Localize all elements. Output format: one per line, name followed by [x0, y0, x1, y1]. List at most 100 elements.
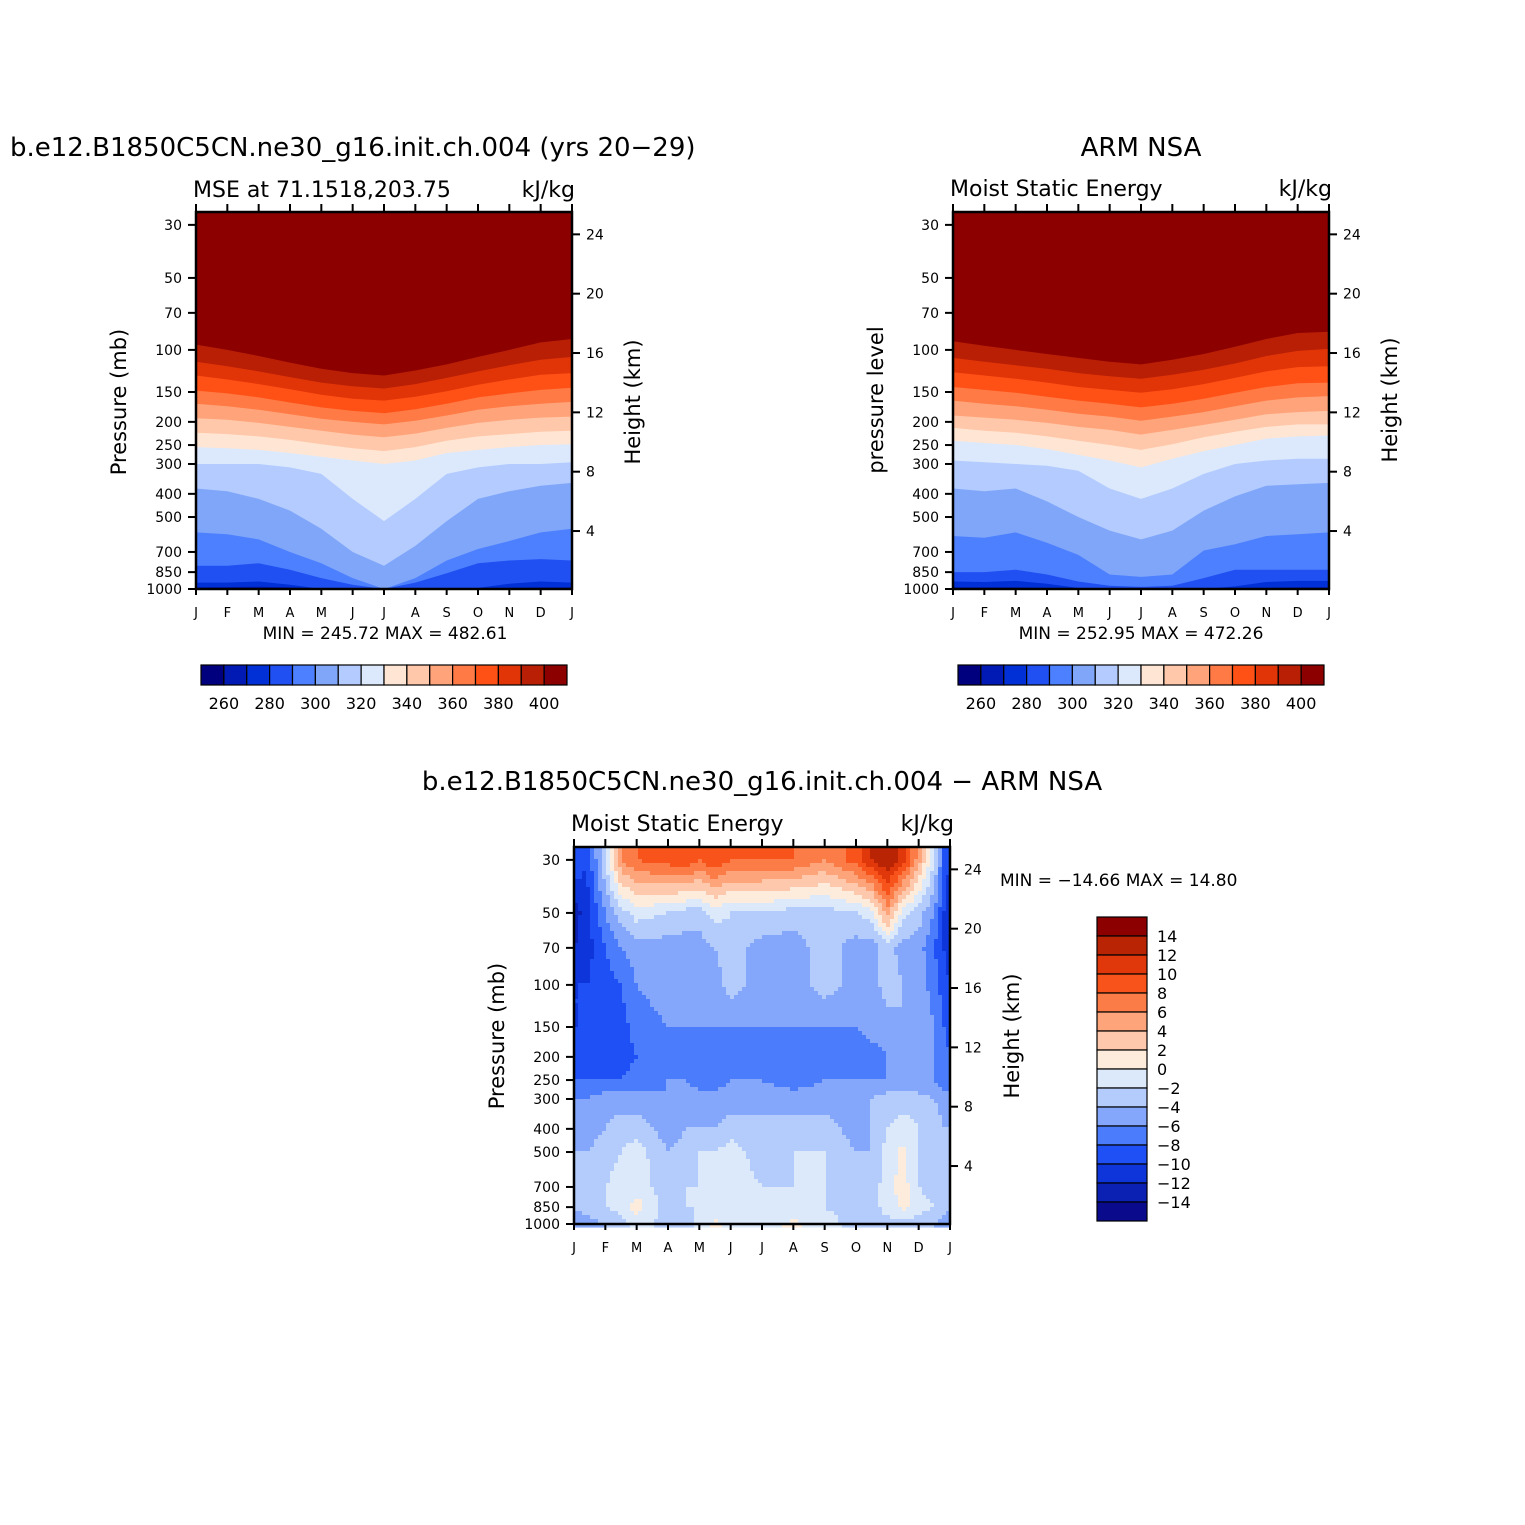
contour-cell [870, 1107, 939, 1112]
contour-cell [870, 1147, 883, 1152]
contour-cell [598, 879, 607, 884]
contour-cell [638, 983, 723, 988]
colorbar-box [246, 664, 271, 686]
contour-cell [622, 983, 639, 988]
contour-cell [926, 979, 939, 984]
contour-cell [794, 1175, 827, 1180]
colorbar-box [1163, 664, 1188, 686]
contour-cell [898, 963, 927, 968]
contour-cell [802, 935, 855, 940]
contour-cell [930, 847, 935, 852]
contour-cell [606, 879, 611, 884]
contour-cell [934, 891, 939, 896]
contour-cell [902, 891, 911, 896]
contour-cell [946, 1027, 951, 1032]
contour-cell [774, 899, 847, 904]
contour-cell [726, 871, 819, 876]
contour-cell [942, 863, 951, 868]
contour-cell [574, 1195, 607, 1200]
contour-cell [722, 983, 747, 988]
colorbar-box [1096, 1049, 1148, 1070]
contour-cell [622, 867, 635, 872]
contour-cell [882, 907, 891, 912]
colorbar-label: −10 [1157, 1155, 1191, 1174]
contour-cell [810, 975, 843, 980]
contour-cell [686, 899, 703, 904]
contour-cell [786, 907, 835, 912]
contour-cell [810, 863, 835, 868]
contour-cell [918, 1091, 951, 1096]
contour-cell [942, 875, 947, 880]
contour-cell [898, 927, 919, 932]
colorbar-box [980, 664, 1005, 686]
contour-cell [730, 1079, 763, 1084]
contour-cell [894, 863, 903, 868]
contour-cell [718, 1123, 839, 1128]
contour-cell [882, 1207, 903, 1212]
contour-cell [870, 1143, 883, 1148]
contour-cell [918, 863, 923, 868]
contour-cell [638, 1211, 659, 1216]
contour-cell [574, 847, 591, 852]
contour-cell [618, 979, 635, 984]
contour-cell [614, 1115, 643, 1120]
contour-cell [718, 1219, 791, 1224]
contour-cell [650, 1171, 699, 1176]
contour-cell [606, 947, 623, 952]
contour-cell [702, 859, 731, 864]
band [953, 212, 1329, 333]
contour-cell [862, 855, 871, 860]
contour-cell [574, 871, 583, 876]
contour-cell [602, 859, 607, 864]
y-tick-label: 850 [912, 565, 939, 581]
contour-cell [630, 1031, 863, 1036]
contour-cell [886, 1131, 919, 1136]
contour-cell [942, 999, 951, 1004]
contour-cell [942, 919, 951, 924]
y-tick-label: 100 [155, 343, 182, 359]
contour-cell [846, 899, 871, 904]
contour-cell [622, 871, 651, 876]
contour-cell [714, 1219, 719, 1224]
contour-cell [902, 983, 927, 988]
contour-cell [890, 887, 899, 892]
panel-diff-contours [574, 847, 951, 1228]
contour-cell [702, 899, 775, 904]
contour-cell [870, 907, 879, 912]
contour-cell [890, 919, 899, 924]
contour-cell [930, 871, 939, 876]
contour-cell [602, 931, 615, 936]
y-tick-label: 70 [164, 306, 182, 322]
colorbar-label: 10 [1157, 965, 1177, 984]
contour-cell [658, 1203, 687, 1208]
colorbar-box [1096, 992, 1148, 1013]
x-tick-label: F [981, 606, 988, 621]
contour-cell [794, 1163, 827, 1168]
panel-obs-ylabel: pressure level [864, 326, 888, 473]
contour-cell [866, 871, 879, 876]
contour-cell [794, 1151, 827, 1156]
contour-cell [574, 995, 579, 1000]
contour-cell [934, 1223, 951, 1228]
contour-cell [606, 1195, 659, 1200]
contour-cell [870, 919, 879, 924]
contour-cell [926, 983, 939, 988]
contour-cell [818, 883, 831, 888]
contour-cell [706, 891, 727, 896]
contour-cell [634, 867, 795, 872]
contour-cell [594, 943, 607, 948]
contour-cell [934, 943, 943, 948]
contour-cell [590, 975, 615, 980]
contour-cell [694, 1223, 711, 1228]
contour-cell [878, 1043, 935, 1048]
contour-cell [906, 887, 915, 892]
contour-cell [574, 971, 591, 976]
contour-cell [906, 867, 911, 872]
contour-cell [882, 1179, 895, 1184]
contour-cell [842, 967, 879, 972]
contour-cell [754, 1171, 795, 1176]
contour-cell [886, 931, 891, 936]
contour-cell [906, 1163, 919, 1168]
contour-cell [910, 879, 919, 884]
contour-cell [878, 907, 883, 912]
